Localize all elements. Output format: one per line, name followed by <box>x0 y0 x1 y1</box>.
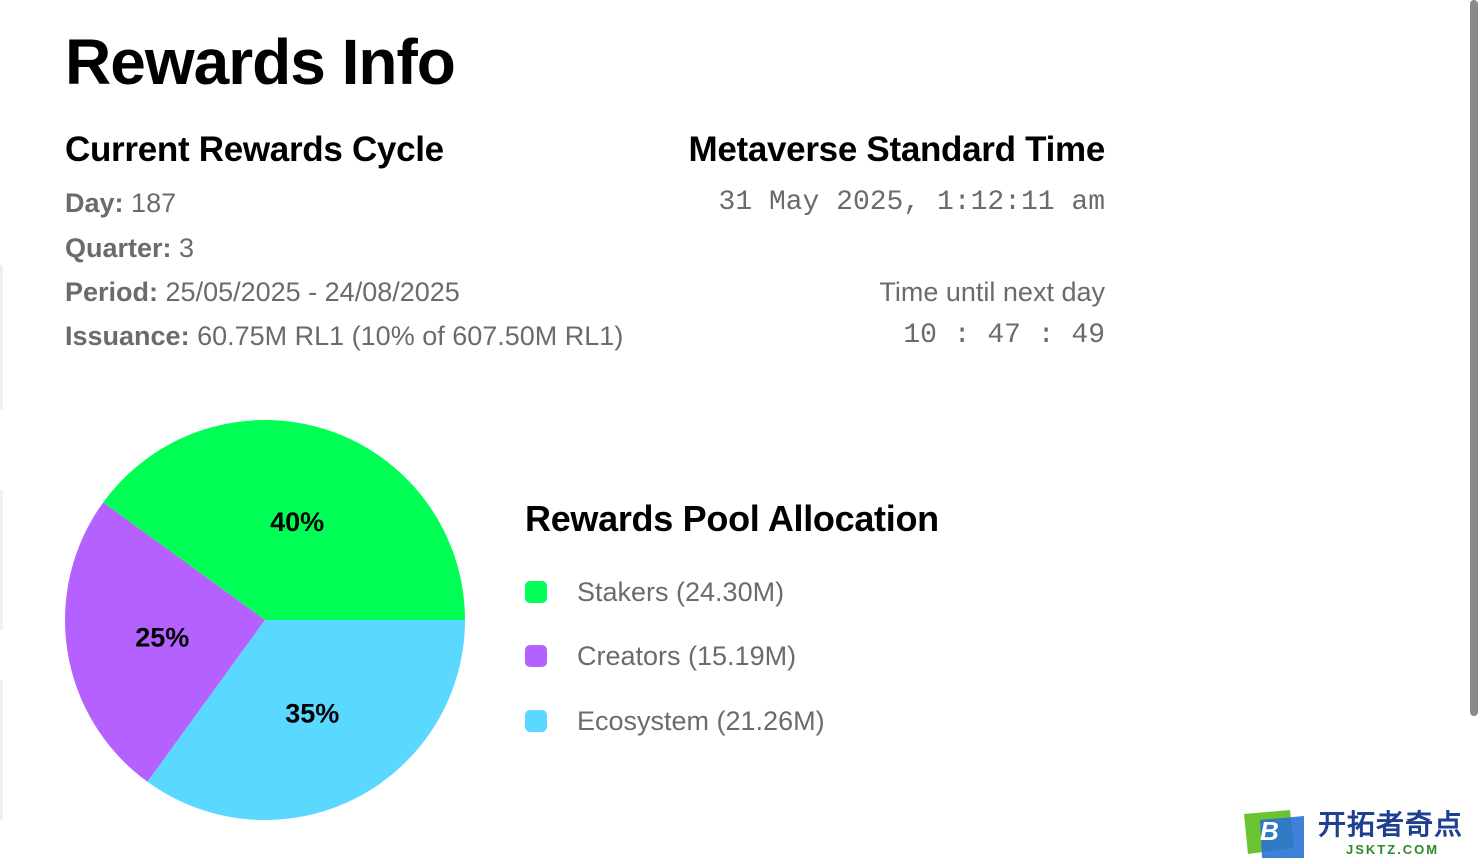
period-row: Period: 25/05/2025 - 24/08/2025 <box>65 275 460 309</box>
watermark-text: 开拓者奇点 <box>1318 809 1464 840</box>
pie-data-label: 35% <box>285 699 339 729</box>
legend-swatch-creators <box>525 645 547 667</box>
left-edge-divider <box>0 265 3 410</box>
current-rewards-cycle-heading: Current Rewards Cycle <box>65 130 444 169</box>
metaverse-standard-time-heading: Metaverse Standard Time <box>688 130 1105 169</box>
watermark-logo-icon: B <box>1244 810 1304 858</box>
site-watermark: B 开拓者奇点 JSKTZ.COM <box>1238 806 1474 862</box>
period-value: 25/05/2025 - 24/08/2025 <box>165 277 460 307</box>
legend-title: Rewards Pool Allocation <box>525 498 939 539</box>
left-edge-divider <box>0 680 3 820</box>
issuance-label: Issuance: <box>65 321 190 351</box>
legend-label-creators: Creators (15.19M) <box>577 640 797 671</box>
legend-swatch-stakers <box>525 581 547 603</box>
quarter-row: Quarter: 3 <box>65 231 194 265</box>
rewards-pie-chart: 40% 25% 35% <box>64 420 466 820</box>
next-day-label: Time until next day <box>879 277 1105 307</box>
pie-slice-ecosystem[interactable] <box>147 620 466 820</box>
issuance-row: Issuance: 60.75M RL1 (10% of 607.50M RL1… <box>65 319 623 353</box>
period-label: Period: <box>65 277 159 307</box>
pie-data-label: 25% <box>135 622 189 652</box>
left-edge-divider <box>0 490 3 630</box>
legend-label-stakers: Stakers (24.30M) <box>577 576 785 607</box>
day-label: Day: <box>65 188 124 218</box>
legend-item-stakers: Stakers (24.30M) <box>525 575 784 609</box>
pie-slice-stakers[interactable] <box>103 420 466 620</box>
legend-swatch-ecosystem <box>525 710 547 732</box>
pie-slice-creators[interactable] <box>64 502 265 782</box>
day-row: Day: 187 <box>65 186 176 220</box>
watermark-logo-letter: B <box>1260 816 1279 846</box>
legend-label-ecosystem: Ecosystem (21.26M) <box>577 705 825 736</box>
pie-data-label: 40% <box>270 507 324 537</box>
legend-item-ecosystem: Ecosystem (21.26M) <box>525 704 825 738</box>
metaverse-datetime: 31 May 2025, 1:12:11 am <box>718 187 1105 218</box>
scrollbar-thumb[interactable] <box>1470 0 1478 716</box>
quarter-label: Quarter: <box>65 233 172 263</box>
legend-item-creators: Creators (15.19M) <box>525 639 796 673</box>
issuance-value: 60.75M RL1 (10% of 607.50M RL1) <box>197 321 624 351</box>
watermark-subtext: JSKTZ.COM <box>1346 842 1440 857</box>
page-title: Rewards Info <box>65 26 456 98</box>
day-value: 187 <box>131 188 177 218</box>
next-day-countdown: 10 : 47 : 49 <box>903 320 1105 351</box>
quarter-value: 3 <box>179 233 195 263</box>
page-scrollbar[interactable] <box>1468 0 1480 864</box>
